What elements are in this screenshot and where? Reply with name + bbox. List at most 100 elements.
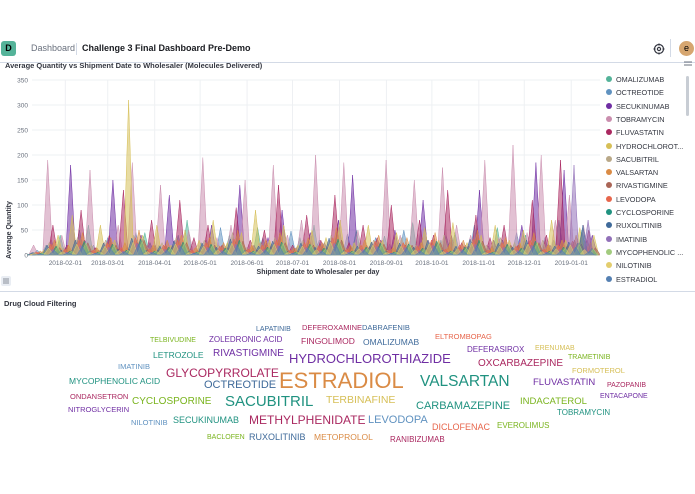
x-tick-label: 2018-02-01: [49, 260, 83, 267]
cloud-word-indacaterol[interactable]: INDACATEROL: [520, 396, 587, 407]
legend-item[interactable]: RUXOLITINIB: [606, 221, 684, 232]
cloud-word-pazopanib[interactable]: PAZOPANIB: [607, 382, 647, 389]
legend-label: RIVASTIGMINE: [616, 181, 668, 191]
cloud-word-diclofenac[interactable]: DICLOFENAC: [432, 422, 491, 432]
top-nav-bar: D Dashboard Challenge 3 Final Dashboard …: [0, 0, 695, 63]
legend-label: TOBRAMYCIN: [616, 114, 665, 124]
cloud-word-glycopyrrolate[interactable]: GLYCOPYRROLATE: [166, 366, 279, 380]
y-tick-label: 350: [17, 78, 28, 85]
cloud-word-erenumab[interactable]: ERENUMAB: [535, 345, 575, 352]
cloud-word-terbinafine[interactable]: TERBINAFINE: [326, 394, 396, 406]
cloud-word-nilotinib[interactable]: NILOTINIB: [131, 418, 168, 427]
cloud-word-everolimus[interactable]: EVEROLIMUS: [497, 421, 550, 430]
cloud-word-valsartan[interactable]: VALSARTAN: [420, 373, 510, 390]
y-tick-label: 0: [24, 253, 28, 260]
legend-item[interactable]: SACUBITRIL: [606, 155, 684, 166]
cloud-word-nitroglycerin[interactable]: NITROGLYCERIN: [68, 405, 130, 414]
legend-label: SECUKINUMAB: [616, 101, 670, 111]
cloud-word-eltrombopag[interactable]: ELTROMBOPAG: [435, 332, 492, 341]
legend-item[interactable]: OMALIZUMAB: [606, 75, 684, 86]
cloud-word-secukinumab[interactable]: SECUKINUMAB: [173, 415, 240, 425]
cloud-word-octreotide[interactable]: OCTREOTIDE: [204, 379, 277, 391]
legend-swatch: [606, 155, 612, 162]
series-area-estradiol[interactable]: [32, 243, 596, 256]
legend-item[interactable]: ESTRADIOL: [606, 275, 684, 286]
user-avatar[interactable]: e: [679, 41, 694, 56]
chart-grid: [32, 79, 600, 256]
cloud-word-baclofen[interactable]: BACLOFEN: [207, 434, 245, 441]
legend-label: NILOTINIB: [616, 261, 652, 271]
cloud-word-hydrochlorothiazide[interactable]: HYDROCHLOROTHIAZIDE: [289, 351, 451, 366]
breadcrumb-current: Challenge 3 Final Dashboard Pre-Demo: [82, 43, 251, 53]
cloud-word-trametinib[interactable]: TRAMETINIB: [568, 354, 611, 361]
cloud-word-telbivudine[interactable]: TELBIVUDINE: [150, 337, 196, 344]
cloud-word-tobramycin[interactable]: TOBRAMYCIN: [557, 408, 611, 417]
legend-item[interactable]: LEVODOPA: [606, 195, 684, 206]
legend-swatch: [606, 142, 612, 149]
breadcrumb-dashboard[interactable]: Dashboard: [31, 43, 76, 53]
cloud-word-sacubitril[interactable]: SACUBITRIL: [225, 393, 314, 410]
cloud-word-fluvastatin[interactable]: FLUVASTATIN: [533, 377, 596, 388]
area-chart: 0 50 100 150 200 250 300 350 2018-02-01 2018-03-…: [6, 78, 600, 276]
legend-swatch: [606, 89, 612, 96]
legend-item[interactable]: VALSARTAN: [606, 168, 684, 179]
cloud-word-ondansetron[interactable]: ONDANSETRON: [70, 392, 129, 401]
cloud-word-levodopa[interactable]: LEVODOPA: [368, 414, 428, 426]
cloud-word-mycophenolic-acid[interactable]: MYCOPHENOLIC ACID: [69, 376, 161, 386]
cloud-word-omalizumab[interactable]: OMALIZUMAB: [363, 337, 420, 347]
legend-swatch: [606, 209, 612, 216]
cloud-word-oxcarbazepine[interactable]: OXCARBAZEPINE: [478, 358, 564, 369]
cloud-word-imatinib[interactable]: IMATINIB: [118, 362, 150, 371]
x-tick-label: 2018-09-01: [370, 260, 404, 267]
legend-item[interactable]: SECUKINUMAB: [606, 102, 684, 113]
legend-label: OMALIZUMAB: [616, 75, 665, 84]
legend-swatch: [606, 76, 612, 83]
legend-swatch: [606, 248, 612, 255]
cloud-word-ranibizumab[interactable]: RANIBIZUMAB: [390, 435, 445, 444]
x-tick-label: 2018-03-01: [91, 260, 125, 267]
legend-label: ESTRADIOL: [616, 274, 658, 284]
cloud-word-rivastigmine[interactable]: RIVASTIGMINE: [213, 348, 284, 359]
legend-swatch: [606, 129, 612, 136]
legend-item[interactable]: RIVASTIGMINE: [606, 181, 684, 192]
legend-swatch: [606, 195, 612, 202]
panel-divider: [0, 291, 695, 292]
legend-item[interactable]: NILOTINIB: [606, 261, 684, 272]
x-tick-label: 2018-12-01: [508, 260, 542, 267]
cloud-word-dabrafenib[interactable]: DABRAFENIB: [362, 323, 410, 332]
help-icon[interactable]: [653, 43, 665, 55]
cloud-word-zoledronic-acid[interactable]: ZOLEDRONIC ACID: [209, 335, 283, 344]
x-tick-label: 2019-01-01: [555, 260, 589, 267]
cloud-word-deferasirox[interactable]: DEFERASIROX: [467, 345, 525, 354]
legend-scrollbar[interactable]: [686, 76, 689, 116]
legend-item[interactable]: HYDROCHLOROT...: [606, 142, 684, 153]
x-tick-label: 2018-07-01: [276, 260, 310, 267]
cloud-word-fingolimod[interactable]: FINGOLIMOD: [301, 336, 355, 346]
cloud-word-entacapone[interactable]: ENTACAPONE: [600, 393, 648, 400]
legend-item[interactable]: TOBRAMYCIN: [606, 115, 684, 126]
space-avatar[interactable]: D: [1, 41, 16, 56]
legend-item[interactable]: IMATINIB: [606, 235, 684, 246]
legend-swatch: [606, 169, 612, 176]
cloud-word-ruxolitinib[interactable]: RUXOLITINIB: [249, 432, 306, 442]
cloud-word-deferoxamine[interactable]: DEFEROXAMINE: [302, 323, 363, 332]
legend-item[interactable]: MYCOPHENOLIC ...: [606, 248, 684, 259]
cloud-word-estradiol[interactable]: ESTRADIOL: [279, 368, 404, 393]
cloud-word-carbamazepine[interactable]: CARBAMAZEPINE: [416, 400, 511, 412]
y-tick-label: 150: [17, 178, 28, 185]
cloud-word-formoterol[interactable]: FORMOTEROL: [572, 366, 625, 375]
legend-toggle-icon[interactable]: [1, 276, 11, 286]
x-tick-label: 2018-06-01: [230, 260, 264, 267]
y-tick-label: 50: [21, 228, 29, 235]
x-tick-label: 2018-04-01: [138, 260, 172, 267]
cloud-word-methylphenidate[interactable]: METHYLPHENIDATE: [249, 413, 366, 427]
legend-item[interactable]: CYCLOSPORINE: [606, 208, 684, 219]
cloud-word-lapatinib[interactable]: LAPATINIB: [256, 326, 291, 333]
legend-item[interactable]: FLUVASTATIN: [606, 128, 684, 139]
cloud-word-cyclosporine[interactable]: CYCLOSPORINE: [132, 396, 212, 407]
breadcrumb-divider: [76, 43, 77, 55]
cloud-word-metoprolol[interactable]: METOPROLOL: [314, 432, 373, 442]
legend-item[interactable]: OCTREOTIDE: [606, 88, 684, 99]
panel-options-icon[interactable]: [683, 60, 693, 68]
cloud-word-letrozole[interactable]: LETROZOLE: [153, 350, 204, 360]
